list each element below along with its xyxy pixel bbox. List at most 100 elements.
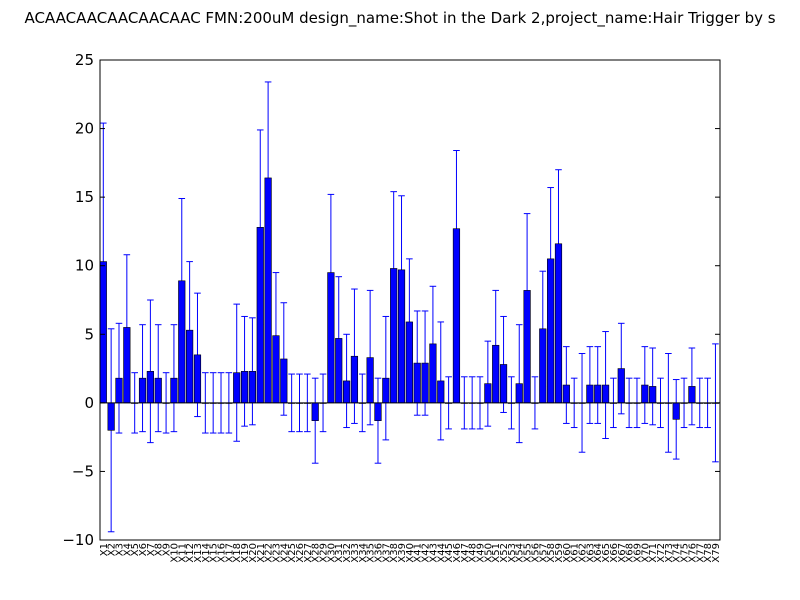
bar — [178, 280, 186, 404]
x-tick-label: X33 — [350, 543, 361, 563]
bar — [601, 384, 610, 404]
bar — [193, 354, 202, 404]
x-tick-label: X10 — [169, 543, 180, 563]
bar — [248, 371, 257, 404]
bar — [366, 357, 374, 404]
x-tick-label: X69 — [632, 543, 643, 563]
y-axis: −10 −5 0 5 10 15 20 25 — [62, 51, 720, 549]
bar — [272, 335, 280, 404]
x-tick-label: X62 — [578, 543, 589, 563]
bar — [586, 384, 594, 404]
x-tick-label: X39 — [397, 543, 408, 563]
x-tick-label: X26 — [295, 543, 306, 563]
bar — [107, 402, 115, 431]
bar — [264, 177, 272, 404]
chart-title: ACAACAACAACAACAAC FMN:200uM design_name:… — [24, 9, 776, 27]
error-bars — [100, 81, 719, 533]
x-tick-label: X34 — [358, 543, 369, 563]
x-tick-label: X24 — [279, 543, 290, 563]
x-tick-label: X16 — [217, 543, 228, 563]
x-tick-label: X79 — [711, 543, 722, 563]
x-tick-label: X30 — [326, 543, 337, 563]
y-tick-label: 0 — [84, 394, 94, 412]
x-tick-label: X20 — [248, 543, 259, 563]
x-tick-label: X58 — [546, 543, 557, 563]
bar — [523, 290, 531, 404]
bar — [452, 228, 461, 404]
x-tick-label: X17 — [224, 543, 235, 563]
bar — [397, 269, 406, 404]
x-tick-label: X55 — [523, 543, 534, 563]
bar — [350, 355, 359, 404]
x-tick-label: X36 — [373, 543, 384, 563]
bar — [594, 384, 602, 404]
x-tick-label: X38 — [389, 543, 400, 563]
x-tick-label: X72 — [656, 543, 667, 563]
x-tick-label: X12 — [185, 543, 196, 563]
x-tick-label: X2 — [107, 543, 118, 556]
x-tick-label: X9 — [162, 543, 173, 556]
y-tick-label: 25 — [75, 51, 94, 69]
x-tick-label: X78 — [703, 543, 714, 563]
bar — [554, 243, 563, 404]
x-tick-label: X67 — [617, 543, 628, 563]
bar — [641, 384, 649, 404]
x-tick-label: X13 — [193, 543, 204, 563]
x-tick-label: X31 — [334, 543, 345, 563]
bar — [499, 364, 508, 404]
bar — [515, 383, 523, 404]
x-tick-label: X3 — [114, 543, 125, 556]
bar — [154, 377, 162, 404]
x-tick-label: X54 — [515, 543, 526, 563]
x-tick-label: X63 — [585, 543, 596, 563]
bar — [342, 380, 351, 404]
x-tick-label: X43 — [428, 543, 439, 563]
x-tick-label: X73 — [664, 543, 675, 563]
x-tick-label: X8 — [154, 543, 165, 556]
x-tick-label: X45 — [444, 543, 455, 563]
bar — [256, 227, 264, 404]
bar — [99, 261, 107, 404]
x-tick-label: X19 — [240, 543, 251, 563]
bar — [170, 377, 178, 404]
x-tick-label: X18 — [232, 543, 243, 563]
x-tick-label: X61 — [570, 543, 581, 563]
bar — [437, 380, 445, 404]
bar — [240, 371, 249, 404]
bar — [649, 386, 657, 404]
x-tick-label: X68 — [625, 543, 636, 563]
x-tick-label: X65 — [601, 543, 612, 563]
x-tick-label: X48 — [468, 543, 479, 563]
bar — [421, 362, 429, 404]
x-tick-label: X35 — [366, 543, 377, 563]
bar — [429, 343, 437, 404]
x-tick-label: X1 — [99, 543, 110, 556]
x-tick-label: X41 — [413, 543, 424, 563]
x-tick-label: X74 — [672, 543, 683, 563]
x-tick-label: X57 — [538, 543, 549, 563]
x-tick-label: X53 — [507, 543, 518, 563]
x-tick-label: X11 — [177, 543, 188, 563]
bar — [115, 377, 123, 404]
bar — [146, 371, 154, 404]
x-tick-label: X64 — [593, 543, 604, 563]
x-tick-label: X77 — [695, 543, 706, 563]
x-tick-label: X49 — [476, 543, 487, 563]
bar — [382, 377, 390, 404]
bar — [138, 377, 147, 404]
x-tick-label: X4 — [122, 543, 133, 556]
x-tick-label: X7 — [146, 543, 157, 556]
y-tick-label: 10 — [75, 257, 94, 275]
x-tick-label: X59 — [554, 543, 565, 563]
bar — [186, 329, 194, 404]
bar — [688, 386, 696, 404]
x-tick-label: X42 — [421, 543, 432, 563]
x-tick-label: X5 — [130, 543, 141, 556]
x-tick-label: X6 — [138, 543, 149, 556]
x-tick-label: X71 — [648, 543, 659, 563]
bar — [335, 338, 343, 404]
y-tick-label: −10 — [62, 531, 94, 549]
x-tick-label: X27 — [303, 543, 314, 563]
x-tick-label: X22 — [264, 543, 275, 563]
